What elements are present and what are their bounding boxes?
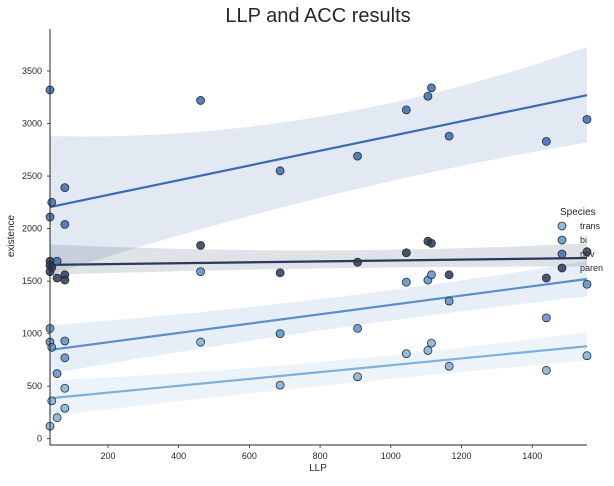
data-point-trans (423, 346, 433, 355)
data-point-bi (444, 296, 454, 306)
y-tick-label: 0 (37, 434, 42, 444)
fit-line-bi (49, 277, 588, 352)
legend-title: Species (560, 207, 596, 218)
confidence-bands (50, 46, 587, 417)
data-point-trans (541, 366, 551, 375)
data-point-bi (60, 336, 70, 346)
legend-marker-bi (557, 235, 567, 245)
y-tick-label: 3000 (22, 119, 42, 129)
fit-line-trans (49, 345, 588, 400)
data-point-paren (275, 268, 285, 278)
data-point-paren (60, 275, 70, 285)
data-point-bi (401, 277, 411, 287)
data-point-nov (196, 96, 206, 105)
legend-label-paren: paren (580, 263, 603, 273)
x-tick-label: 1400 (522, 451, 542, 461)
y-tick-label: 500 (27, 381, 42, 391)
x-axis-label: LLP (309, 463, 327, 474)
data-point-paren (541, 273, 551, 283)
data-point-bi (52, 369, 62, 378)
fit-line-nov (49, 94, 588, 209)
data-points (45, 83, 592, 431)
x-tick-label: 600 (242, 451, 257, 461)
legend-marker-nov (557, 249, 567, 259)
data-point-nov (353, 151, 362, 161)
data-point-bi (60, 353, 70, 363)
legend-label-trans: trans (580, 221, 601, 231)
y-tick-label: 3500 (22, 66, 42, 76)
legend-marker-trans (557, 221, 567, 231)
data-point-paren (353, 257, 362, 267)
data-point-paren (582, 247, 592, 257)
confidence-band-bi (50, 261, 587, 374)
data-point-trans (52, 413, 62, 423)
legend-label-bi: bi (580, 235, 587, 245)
data-point-bi (582, 279, 592, 289)
data-point-trans (60, 383, 70, 393)
x-tick-label: 800 (313, 451, 328, 461)
y-tick-labels: 0 500 1000 1500 2000 2500 3000 3500 (22, 66, 50, 444)
data-point-nov (427, 83, 436, 93)
data-point-nov (541, 137, 551, 146)
x-tick-labels: 200 400 600 800 1000 1200 1400 (100, 445, 542, 461)
data-point-nov (60, 183, 70, 193)
x-tick-label: 1200 (451, 451, 471, 461)
data-point-nov (275, 166, 285, 176)
data-point-paren (427, 238, 436, 248)
y-tick-label: 1000 (22, 329, 42, 339)
data-point-nov (47, 197, 57, 207)
data-point-trans (353, 372, 362, 382)
data-point-bi (275, 329, 285, 339)
confidence-band-trans (50, 332, 587, 417)
data-point-paren (401, 248, 411, 258)
y-tick-label: 2500 (22, 171, 42, 181)
regression-lines (49, 94, 588, 400)
fit-line-paren (49, 256, 588, 266)
data-point-trans (427, 338, 436, 348)
data-point-trans (275, 380, 285, 390)
data-point-trans (60, 403, 70, 413)
x-tick-label: 200 (100, 451, 115, 461)
data-point-trans (196, 337, 206, 347)
x-tick-label: 1000 (381, 451, 401, 461)
y-tick-label: 1500 (22, 276, 42, 286)
data-point-nov (60, 219, 70, 229)
x-tick-label: 400 (171, 451, 186, 461)
data-point-trans (47, 396, 57, 406)
y-axis-label: existence (6, 214, 17, 257)
data-point-nov (582, 114, 592, 124)
axes (49, 29, 587, 446)
legend-label-nov: nov (580, 249, 595, 259)
data-point-nov (401, 105, 411, 115)
chart-title: LLP and ACC results (225, 5, 410, 27)
legend-marker-paren (557, 263, 567, 273)
data-point-bi (196, 267, 206, 277)
data-point-trans (401, 349, 411, 359)
data-point-bi (541, 313, 551, 323)
confidence-band-paren (50, 243, 587, 275)
data-point-nov (423, 91, 433, 101)
data-point-trans (582, 351, 592, 361)
data-point-bi (353, 323, 362, 333)
data-point-trans (444, 361, 454, 371)
data-point-paren (444, 270, 454, 280)
data-point-nov (444, 131, 454, 141)
data-point-paren (196, 241, 206, 250)
confidence-band-nov (50, 46, 587, 275)
y-tick-label: 2000 (22, 224, 42, 234)
legend: Species trans bi nov paren (557, 207, 603, 273)
data-point-paren (52, 273, 62, 283)
data-point-bi (427, 270, 436, 280)
data-point-bi (47, 342, 57, 352)
